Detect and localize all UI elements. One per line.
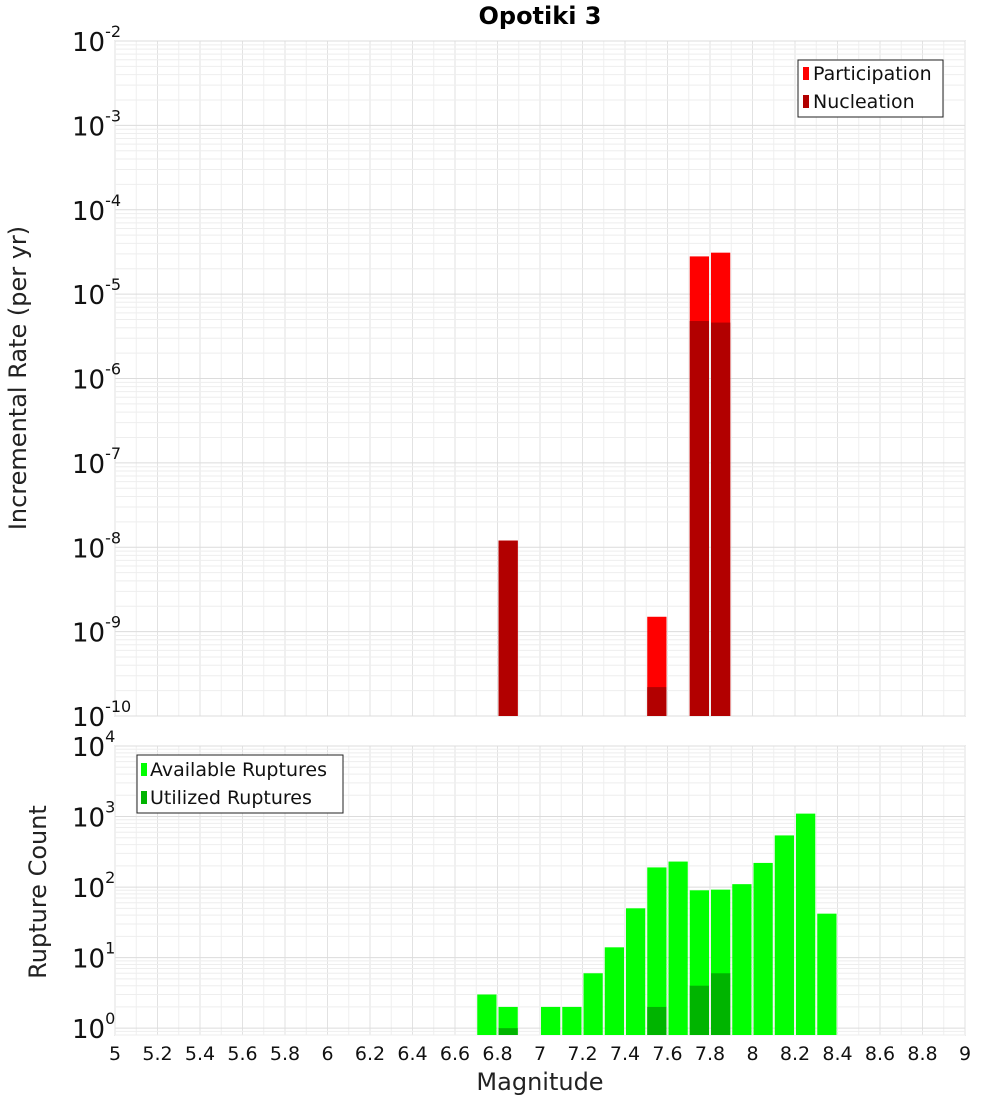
x-tick-label: 7.2 <box>567 1043 597 1065</box>
bottom-legend: Available Ruptures Utilized Ruptures <box>136 754 344 814</box>
bottom-y-ticks: 100 101 102 103 104 <box>72 727 115 1045</box>
bar-utilized-ruptures <box>498 1028 518 1035</box>
y-tick-label: 10-8 <box>72 528 121 564</box>
x-tick-label: 7.4 <box>610 1043 640 1065</box>
y-tick-label: 10-10 <box>72 697 131 733</box>
y-tick-label: 10-5 <box>72 275 121 311</box>
y-tick-label: 10-7 <box>72 444 121 480</box>
x-tick-label: 6.6 <box>440 1043 470 1065</box>
legend-label-utilized: Utilized Ruptures <box>150 787 312 809</box>
y-tick-label: 10-2 <box>72 22 121 58</box>
bar-available-ruptures <box>796 813 816 1035</box>
bar-available-ruptures <box>817 913 837 1035</box>
bar-available-ruptures <box>477 994 497 1035</box>
bar-available-ruptures <box>647 867 667 1035</box>
y-tick-label: 10-9 <box>72 613 121 649</box>
y-tick-label: 101 <box>72 939 115 975</box>
x-tick-label: 8 <box>746 1043 758 1065</box>
bar-available-ruptures <box>562 1006 582 1035</box>
x-tick-label: 7 <box>534 1043 546 1065</box>
x-tick-label: 5.8 <box>270 1043 300 1065</box>
bar-available-ruptures <box>732 884 752 1035</box>
bar-utilized-ruptures <box>647 1006 667 1035</box>
bar-available-ruptures <box>753 862 773 1035</box>
y-tick-label: 102 <box>72 868 115 904</box>
chart-title: Opotiki 3 <box>478 2 601 30</box>
top-legend-box <box>797 59 944 118</box>
y-tick-label: 100 <box>72 1009 115 1045</box>
y-tick-label: 10-4 <box>72 191 121 227</box>
y-tick-label: 103 <box>72 798 115 834</box>
top-legend: Participation Nucleation <box>797 59 944 118</box>
x-tick-label: 5.4 <box>185 1043 215 1065</box>
x-tick-label: 5 <box>109 1043 121 1065</box>
x-tick-label: 8.6 <box>865 1043 895 1065</box>
bar-utilized-ruptures <box>711 973 731 1035</box>
x-tick-label: 6 <box>321 1043 333 1065</box>
bar-available-ruptures <box>541 1006 561 1035</box>
y-tick-label: 10-6 <box>72 360 121 396</box>
bar-available-ruptures <box>668 861 688 1035</box>
bar-available-ruptures <box>626 908 646 1035</box>
legend-label-available: Available Ruptures <box>150 759 327 781</box>
x-tick-label: 5.6 <box>227 1043 257 1065</box>
legend-label-nucleation: Nucleation <box>813 91 915 113</box>
y-tick-label: 104 <box>72 727 115 763</box>
x-tick-label: 8.8 <box>907 1043 937 1065</box>
x-tick-label: 8.4 <box>822 1043 852 1065</box>
bottom-x-ticks: 5 5.2 5.4 5.6 5.8 6 6.2 6.4 6.6 6.8 7 7.2 7.4 7.6 7.8 8… <box>109 1043 971 1065</box>
top-y-ticks: 10-10 10-9 10-8 10-7 10-6 10-5 10-4 10-3 10-2 <box>72 22 131 733</box>
bar-nucleation <box>498 540 518 716</box>
top-y-axis-label: Incremental Rate (per yr) <box>4 226 32 530</box>
legend-label-participation: Participation <box>813 63 932 85</box>
bottom-panel: 100 101 102 103 104 5 5.2 5.4 5.6 5.8 6 6.2 6.4 6.6 6… <box>24 727 971 1096</box>
x-tick-label: 6.2 <box>355 1043 385 1065</box>
bottom-bars <box>477 813 837 1035</box>
bar-available-ruptures <box>583 973 603 1035</box>
x-tick-label: 9 <box>959 1043 971 1065</box>
bottom-legend-box <box>136 754 344 814</box>
bar-available-ruptures <box>774 835 794 1035</box>
x-tick-label: 8.2 <box>780 1043 810 1065</box>
top-bars <box>498 252 731 716</box>
bottom-y-axis-label: Rupture Count <box>24 805 52 979</box>
x-tick-label: 6.4 <box>397 1043 427 1065</box>
bar-nucleation <box>647 687 667 716</box>
legend-swatch-nucleation <box>803 95 809 108</box>
bar-utilized-ruptures <box>689 985 709 1035</box>
legend-swatch-utilized <box>141 791 147 804</box>
x-axis-label: Magnitude <box>476 1068 603 1096</box>
x-tick-label: 7.6 <box>652 1043 682 1065</box>
bar-nucleation <box>689 321 709 716</box>
bottom-grid <box>114 745 966 1036</box>
x-tick-label: 6.8 <box>482 1043 512 1065</box>
legend-swatch-participation <box>803 67 809 80</box>
top-panel: 10-10 10-9 10-8 10-7 10-6 10-5 10-4 10-3 10-2 In… <box>4 22 966 733</box>
y-tick-label: 10-3 <box>72 106 121 142</box>
bar-available-ruptures <box>604 947 624 1035</box>
legend-swatch-available <box>141 763 147 776</box>
bar-nucleation <box>711 322 731 716</box>
bar-available-ruptures <box>498 1006 518 1035</box>
x-tick-label: 7.8 <box>695 1043 725 1065</box>
top-grid <box>114 40 966 717</box>
x-tick-label: 5.2 <box>142 1043 172 1065</box>
